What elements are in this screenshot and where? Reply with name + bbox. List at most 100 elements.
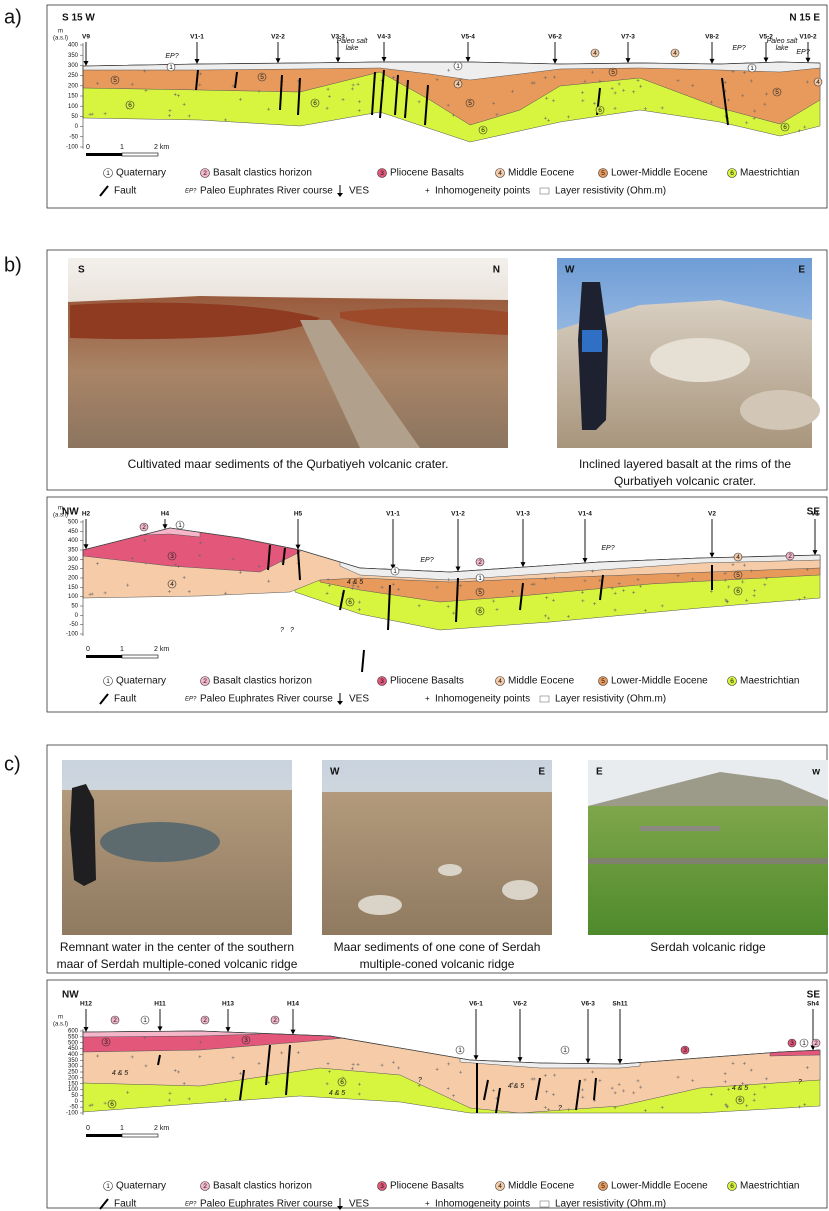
ves-arrowhead <box>158 1026 163 1031</box>
layer-number: 6 <box>783 124 787 131</box>
layer-number: 1 <box>169 64 173 71</box>
layer-number: 6 <box>730 170 734 177</box>
ves-arrowhead <box>456 566 461 571</box>
photo-caption: Inclined layered basalt at the rims of t… <box>579 457 791 471</box>
legend-symbol: EP? <box>185 1202 197 1208</box>
ves-arrowhead <box>710 59 715 64</box>
layer-number: 5 <box>736 572 740 579</box>
legend-label: Quaternary <box>116 168 166 179</box>
scale-label: 0 <box>86 646 90 653</box>
legend-label: Fault <box>114 186 136 197</box>
scale-label: 1 <box>120 1125 124 1132</box>
photo <box>557 258 820 448</box>
legend-label: Pliocene Basalts <box>390 168 464 179</box>
cross-symbol: + <box>425 694 430 703</box>
ves-arrowhead <box>586 1059 591 1064</box>
ves-arrowhead <box>382 57 387 62</box>
station-label: V1-1 <box>190 34 204 41</box>
station-label: V6-2 <box>513 1001 527 1008</box>
figure: a)b)c)400350300250200150100500-50-100m(a… <box>0 0 829 1211</box>
annotation: 4 & 5 <box>329 1090 345 1097</box>
y-tick-label: 150 <box>68 585 79 591</box>
y-tick-label: -100 <box>66 145 79 151</box>
ves-arrowhead <box>813 550 818 555</box>
station-label: V6-1 <box>469 1001 483 1008</box>
scale-bar <box>122 153 158 156</box>
legend-label: Layer resistivity (Ohm.m) <box>555 694 666 705</box>
y-tick-label: 0 <box>75 613 79 619</box>
legend-label: Inhomogeneity points <box>435 694 530 705</box>
legend-label: Lower-Middle Eocene <box>611 676 708 687</box>
photo-direction: w <box>811 767 820 778</box>
annotation: EP? <box>796 49 809 56</box>
y-tick-label: 0 <box>75 124 79 130</box>
layer-number: 4 <box>593 50 597 57</box>
photo-caption: Serdah volcanic ridge <box>650 940 766 954</box>
ves-arrowhead <box>518 1057 523 1062</box>
layer-number: 2 <box>203 1017 207 1024</box>
layer-number: 5 <box>113 77 117 84</box>
y-tick-label: 400 <box>68 43 79 49</box>
annotation: 4 & 5 <box>732 1085 748 1092</box>
legend-label: Basalt clastics horizon <box>213 676 312 687</box>
y-tick-label: 50 <box>71 114 78 120</box>
ves-arrowhead <box>336 58 341 63</box>
y-tick-label: 100 <box>68 594 79 600</box>
station-label: V1-3 <box>516 511 530 518</box>
legend-label: Pliocene Basalts <box>390 1181 464 1192</box>
layer-number: 1 <box>802 1040 806 1047</box>
scale-label: 2 km <box>154 144 169 151</box>
annotation: 4 & 5 <box>112 1070 128 1077</box>
photo-caption: Remnant water in the center of the south… <box>60 940 294 954</box>
station-label: H4 <box>161 511 170 518</box>
layer-number: 4 <box>673 50 677 57</box>
layer-number: 4 <box>498 1183 502 1190</box>
layer-number: 3 <box>380 1183 384 1190</box>
legend-label: Lower-Middle Eocene <box>611 168 708 179</box>
station-label: H12 <box>80 1001 92 1008</box>
photo <box>322 760 552 935</box>
layer-number: 6 <box>128 102 132 109</box>
y-tick-label: 300 <box>68 557 79 563</box>
resistivity-symbol <box>540 696 549 702</box>
layer-number: 6 <box>730 678 734 685</box>
layer-number: 1 <box>106 1183 110 1190</box>
layer-number: 6 <box>110 1101 114 1108</box>
layer-number: 3 <box>790 1040 794 1047</box>
layer-number: 2 <box>203 678 207 685</box>
layer-number: 1 <box>106 170 110 177</box>
station-label: V8-2 <box>705 34 719 41</box>
legend-label: Inhomogeneity points <box>435 186 530 197</box>
y-tick-label: 450 <box>68 529 79 535</box>
cross-symbol: + <box>425 186 430 195</box>
scale-bar <box>86 153 122 156</box>
y-tick-label: 250 <box>68 566 79 572</box>
layer-number: 6 <box>340 1079 344 1086</box>
annotation: ? <box>418 1077 422 1084</box>
legend-label: Quaternary <box>116 1181 166 1192</box>
ves-arrowhead <box>291 1030 296 1035</box>
y-tick-label: 500 <box>68 520 79 526</box>
layer-number: 6 <box>736 588 740 595</box>
station-label: V9 <box>82 34 90 41</box>
layer-number: 5 <box>775 89 779 96</box>
layer-number: 6 <box>348 599 352 606</box>
legend-label: VES <box>349 1199 369 1210</box>
layer-number: 3 <box>380 170 384 177</box>
fault-symbol <box>100 694 108 704</box>
ves-arrowhead <box>521 562 526 567</box>
station-label: V2 <box>708 511 716 518</box>
legend-label: Paleo Euphrates River course <box>200 1199 333 1210</box>
photo <box>62 760 292 935</box>
photo-caption: Qurbatiyeh volcanic crater. <box>614 474 756 488</box>
fault <box>362 650 364 672</box>
legend-label: Maestrichtian <box>740 676 799 687</box>
ves-arrowhead <box>195 59 200 64</box>
scale-label: 1 <box>120 144 124 151</box>
station-label: V2-2 <box>271 34 285 41</box>
station-label: V1-1 <box>386 511 400 518</box>
legend-label: VES <box>349 694 369 705</box>
legend-label: Pliocene Basalts <box>390 676 464 687</box>
layer-number: 6 <box>598 107 602 114</box>
axis-unit: m <box>58 29 63 35</box>
